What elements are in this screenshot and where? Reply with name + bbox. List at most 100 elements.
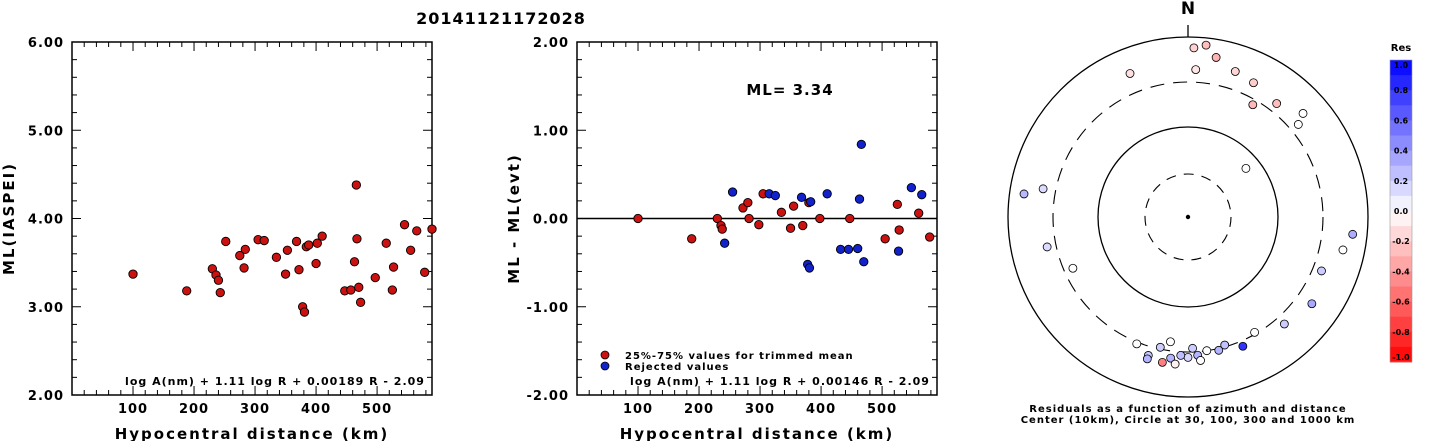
station-residual-marker bbox=[1348, 229, 1358, 239]
ml-data-point bbox=[412, 226, 422, 236]
rejected-residual-point bbox=[804, 263, 815, 273]
ml-data-point bbox=[387, 285, 397, 295]
colorbar-swatch bbox=[1390, 180, 1412, 197]
colorbar-swatch bbox=[1390, 286, 1412, 303]
range-circle-30km bbox=[1144, 173, 1232, 261]
y-tick-label: -1.00 bbox=[527, 301, 569, 316]
colorbar-tick-label: -1.0 bbox=[1392, 353, 1410, 362]
station-residual-marker bbox=[1248, 100, 1258, 110]
accepted-residual-point bbox=[785, 223, 796, 233]
colorbar-swatch bbox=[1390, 165, 1412, 182]
ml-value-label: ML= 3.34 bbox=[746, 81, 833, 99]
x-tick-label: 100 bbox=[623, 402, 653, 417]
accepted-residual-point bbox=[845, 213, 855, 224]
ml-data-point bbox=[239, 263, 249, 273]
ml-data-point bbox=[381, 238, 391, 248]
accepted-residual-point bbox=[925, 232, 935, 242]
station-residual-marker bbox=[1068, 263, 1078, 273]
ml-data-point bbox=[420, 267, 430, 277]
colorbar-tick-label: 0.0 bbox=[1394, 207, 1409, 216]
y-tick-label: 0.00 bbox=[533, 213, 569, 228]
ml-data-point bbox=[311, 258, 321, 269]
legend-marker bbox=[600, 361, 610, 371]
station-residual-marker bbox=[1250, 327, 1259, 337]
colorbar-frame bbox=[1389, 59, 1413, 363]
residual-vs-distance-panel: 100 200 300 400 500 -2.00 -1.00 0.00 1.00 2.00 Hyp… bbox=[505, 36, 938, 441]
station-residual-marker bbox=[1196, 356, 1205, 365]
station-residual-marker bbox=[1176, 351, 1186, 360]
station-residual-marker bbox=[1214, 345, 1224, 355]
ml-data-point bbox=[354, 282, 364, 292]
x-tick-label: 400 bbox=[301, 402, 331, 417]
accepted-residual-point bbox=[754, 220, 764, 230]
colorbar-swatch bbox=[1390, 105, 1412, 121]
station-residual-marker bbox=[1191, 65, 1201, 75]
colorbar-swatch bbox=[1390, 75, 1412, 91]
x-axis-title: Hypocentral distance (km) bbox=[620, 425, 895, 441]
accepted-residual-point bbox=[687, 234, 697, 244]
y-axis-title: ML - ML(evt) bbox=[505, 153, 523, 283]
y-tick-label: 2.00 bbox=[533, 36, 569, 51]
rejected-residual-point bbox=[853, 243, 863, 254]
station-residual-marker bbox=[1188, 343, 1197, 353]
accepted-residual-point bbox=[798, 220, 808, 231]
station-residual-marker bbox=[1241, 164, 1251, 173]
station-residual-marker bbox=[1142, 354, 1152, 364]
colorbar-tick-label: 1.0 bbox=[1394, 61, 1409, 70]
colorbar-swatch bbox=[1390, 135, 1412, 152]
station-residual-marker bbox=[1157, 357, 1167, 367]
station-residual-marker bbox=[1183, 352, 1193, 362]
station-residual-marker bbox=[1298, 109, 1308, 118]
range-circle-300km bbox=[1052, 81, 1324, 353]
rejected-residual-point bbox=[822, 189, 832, 199]
epicenter-dot bbox=[1185, 214, 1191, 220]
accepted-residual-point bbox=[744, 213, 754, 224]
rejected-residual-point bbox=[806, 197, 816, 207]
ml-data-point bbox=[352, 234, 362, 244]
rejected-residual-point bbox=[796, 192, 807, 202]
accepted-residual-point bbox=[914, 208, 924, 218]
colorbar-swatch bbox=[1390, 226, 1412, 242]
ml-data-point bbox=[240, 244, 250, 255]
relation-formula: log A(nm) + 1.11 log R + 0.00146 R - 2.0… bbox=[630, 375, 930, 388]
ml-data-point bbox=[346, 285, 356, 295]
ml-data-point bbox=[399, 220, 410, 230]
ml-data-point bbox=[299, 307, 310, 317]
accepted-residual-point bbox=[880, 234, 890, 244]
accepted-residual-point bbox=[815, 213, 825, 224]
relation-formula: log A(nm) + 1.11 log R + 0.00189 R - 2.0… bbox=[125, 375, 425, 388]
ml-data-point bbox=[349, 257, 360, 267]
colorbar-swatch bbox=[1390, 346, 1412, 363]
rejected-residual-point bbox=[843, 244, 854, 255]
rejected-residual-point bbox=[917, 190, 927, 200]
legend-label: 25%-75% values for trimmed mean bbox=[625, 351, 854, 362]
accepted-residual-point bbox=[788, 201, 799, 211]
ml-data-point bbox=[370, 272, 380, 283]
colorbar-swatch bbox=[1390, 241, 1412, 257]
ml-data-point bbox=[221, 236, 231, 247]
ml-data-point bbox=[427, 224, 437, 234]
residual-colorbar: Res 1.0 0.8 0.6 0.4 0.2 0.0 -0.2 -0.4 -0.6 -0.8 -1.… bbox=[1389, 43, 1413, 363]
station-residual-marker bbox=[1189, 43, 1199, 53]
colorbar-swatch bbox=[1390, 256, 1412, 272]
colorbar-tick-label: -0.6 bbox=[1392, 298, 1410, 307]
ml-data-point bbox=[405, 245, 416, 255]
ml-data-point bbox=[128, 269, 138, 279]
y-tick-label: 5.00 bbox=[28, 124, 64, 139]
legend-label: Rejected values bbox=[625, 362, 729, 373]
station-residual-marker bbox=[1230, 67, 1240, 76]
accepted-residual-point bbox=[894, 225, 904, 235]
ml-vs-distance-panel: 100 200 300 400 500 2.00 3.00 4.00 5.00 6.00 Hypoc… bbox=[0, 36, 437, 441]
y-axis-title: ML(IASPEI) bbox=[0, 162, 18, 275]
polar-caption: Center (10km), Circle at 30, 100, 300 an… bbox=[1021, 415, 1356, 426]
accepted-residual-point bbox=[892, 199, 902, 210]
y-tick-label: 6.00 bbox=[28, 36, 64, 51]
x-tick-label: 300 bbox=[745, 402, 775, 417]
ml-data-point bbox=[317, 231, 327, 241]
station-residual-marker bbox=[1202, 346, 1212, 356]
station-residual-marker bbox=[1211, 53, 1221, 62]
ml-data-point bbox=[182, 286, 192, 296]
colorbar-swatch bbox=[1390, 195, 1412, 212]
ml-data-point bbox=[291, 236, 302, 247]
